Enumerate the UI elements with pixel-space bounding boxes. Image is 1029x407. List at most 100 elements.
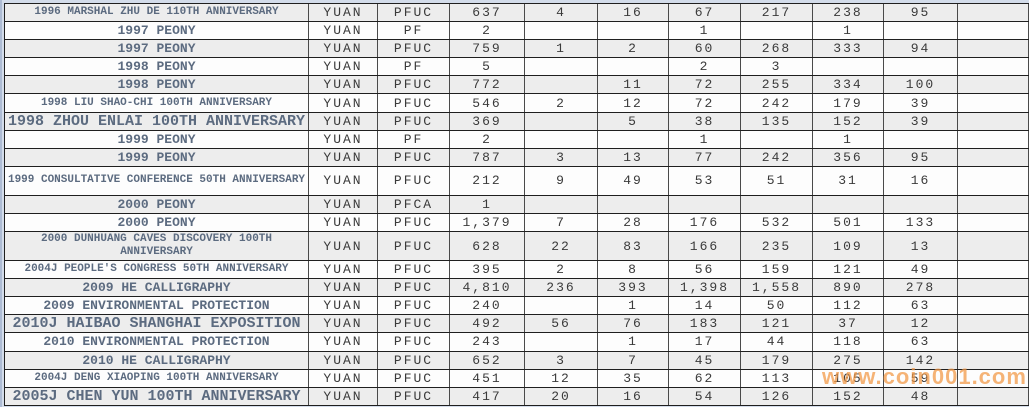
value-cell	[598, 58, 669, 76]
description-cell: 2005J CHEN YUN 100TH ANNIVERSARY	[5, 387, 309, 405]
value-cell: 2	[450, 130, 525, 148]
value-cell: 2	[669, 58, 741, 76]
finish-cell: PFUC	[378, 94, 450, 112]
value-cell	[525, 112, 598, 130]
finish-cell: PF	[378, 58, 450, 76]
value-cell: 142	[884, 351, 958, 369]
finish-cell: PFUC	[378, 315, 450, 333]
value-cell: 4	[525, 4, 598, 22]
table-row: 1997 PEONY YUAN PFUC 759 1 2 60 268 333 94	[5, 40, 1029, 59]
finish-cell: PF	[378, 22, 450, 40]
value-cell: 242	[741, 148, 813, 166]
value-cell: 183	[669, 315, 741, 333]
description-cell: 1997 PEONY	[5, 40, 309, 58]
table-row: 2009 HE CALLIGRAPHY YUAN PFUC 4,810 236 393 1,…	[5, 279, 1029, 298]
value-cell: 4,810	[450, 279, 525, 297]
value-cell	[884, 58, 958, 76]
value-cell: 2	[525, 94, 598, 112]
denomination-cell: YUAN	[309, 195, 378, 213]
empty-cell	[958, 297, 1029, 315]
value-cell: 12	[598, 94, 669, 112]
denomination-cell: YUAN	[309, 261, 378, 279]
table-row: 2000 PEONY YUAN PFCA 1	[5, 195, 1029, 214]
table-row: 1996 MARSHAL ZHU DE 110TH ANNIVERSARY YUA…	[5, 4, 1029, 23]
value-cell: 72	[669, 76, 741, 94]
description-cell: 1998 ZHOU ENLAI 100TH ANNIVERSARY	[5, 112, 309, 130]
finish-cell: PFUC	[378, 112, 450, 130]
value-cell: 59	[884, 369, 958, 387]
value-cell: 12	[525, 369, 598, 387]
value-cell: 628	[450, 232, 525, 261]
value-cell: 7	[598, 351, 669, 369]
finish-cell: PFCA	[378, 195, 450, 213]
value-cell: 16	[598, 4, 669, 22]
value-cell: 13	[884, 232, 958, 261]
empty-cell	[958, 195, 1029, 213]
value-cell: 890	[813, 279, 884, 297]
value-cell	[525, 130, 598, 148]
value-cell: 236	[525, 279, 598, 297]
value-cell: 356	[813, 148, 884, 166]
finish-cell: PFUC	[378, 297, 450, 315]
value-cell	[741, 22, 813, 40]
value-cell: 67	[669, 4, 741, 22]
empty-cell	[958, 261, 1029, 279]
value-cell: 63	[884, 297, 958, 315]
value-cell: 31	[813, 166, 884, 195]
value-cell: 72	[669, 94, 741, 112]
finish-cell: PFUC	[378, 369, 450, 387]
value-cell: 5	[450, 58, 525, 76]
table-row: 2005J CHEN YUN 100TH ANNIVERSARY YUAN PFUC…	[5, 387, 1029, 406]
value-cell: 133	[884, 213, 958, 232]
empty-cell	[958, 279, 1029, 297]
value-cell: 39	[884, 112, 958, 130]
value-cell: 56	[669, 261, 741, 279]
finish-cell: PFUC	[378, 148, 450, 166]
value-cell: 7	[525, 213, 598, 232]
value-cell: 278	[884, 279, 958, 297]
description-cell: 2010J HAIBAO SHANGHAI EXPOSITION	[5, 315, 309, 333]
denomination-cell: YUAN	[309, 22, 378, 40]
empty-cell	[958, 333, 1029, 351]
value-cell: 13	[598, 148, 669, 166]
empty-cell	[958, 94, 1029, 112]
value-cell: 22	[525, 232, 598, 261]
denomination-cell: YUAN	[309, 94, 378, 112]
value-cell: 28	[598, 213, 669, 232]
value-cell: 787	[450, 148, 525, 166]
table-row: 2009 ENVIRONMENTAL PROTECTION YUAN PFUC 240…	[5, 297, 1029, 316]
description-cell: 2009 HE CALLIGRAPHY	[5, 279, 309, 297]
description-cell: 2000 DUNHUANG CAVES DISCOVERY 100TH ANNI…	[5, 232, 309, 261]
value-cell: 135	[741, 112, 813, 130]
table-row: 1998 PEONY YUAN PF 5 2 3	[5, 58, 1029, 77]
value-cell: 2	[525, 261, 598, 279]
value-cell: 1	[450, 195, 525, 213]
value-cell: 501	[813, 213, 884, 232]
value-cell: 112	[813, 297, 884, 315]
page-left-edge	[0, 0, 2, 407]
value-cell: 8	[598, 261, 669, 279]
description-cell: 2000 PEONY	[5, 213, 309, 232]
description-cell: 1997 PEONY	[5, 22, 309, 40]
denomination-cell: YUAN	[309, 58, 378, 76]
table-row: 1997 PEONY YUAN PF 2 1 1	[5, 22, 1029, 41]
empty-cell	[958, 166, 1029, 195]
value-cell: 268	[741, 40, 813, 58]
denomination-cell: YUAN	[309, 40, 378, 58]
value-cell: 451	[450, 369, 525, 387]
value-cell: 53	[669, 166, 741, 195]
value-cell: 242	[741, 94, 813, 112]
value-cell	[525, 22, 598, 40]
value-cell: 49	[598, 166, 669, 195]
table-row: 2010J HAIBAO SHANGHAI EXPOSITION YUAN PFUC…	[5, 315, 1029, 334]
table-row: 2010 ENVIRONMENTAL PROTECTION YUAN PFUC 243…	[5, 333, 1029, 352]
value-cell: 333	[813, 40, 884, 58]
empty-cell	[958, 22, 1029, 40]
empty-cell	[958, 58, 1029, 76]
finish-cell: PF	[378, 130, 450, 148]
value-cell: 240	[450, 297, 525, 315]
value-cell: 48	[884, 387, 958, 405]
table-row: 1999 PEONY YUAN PFUC 787 3 13 77 242 356 95	[5, 148, 1029, 167]
denomination-cell: YUAN	[309, 369, 378, 387]
description-cell: 2000 PEONY	[5, 195, 309, 213]
